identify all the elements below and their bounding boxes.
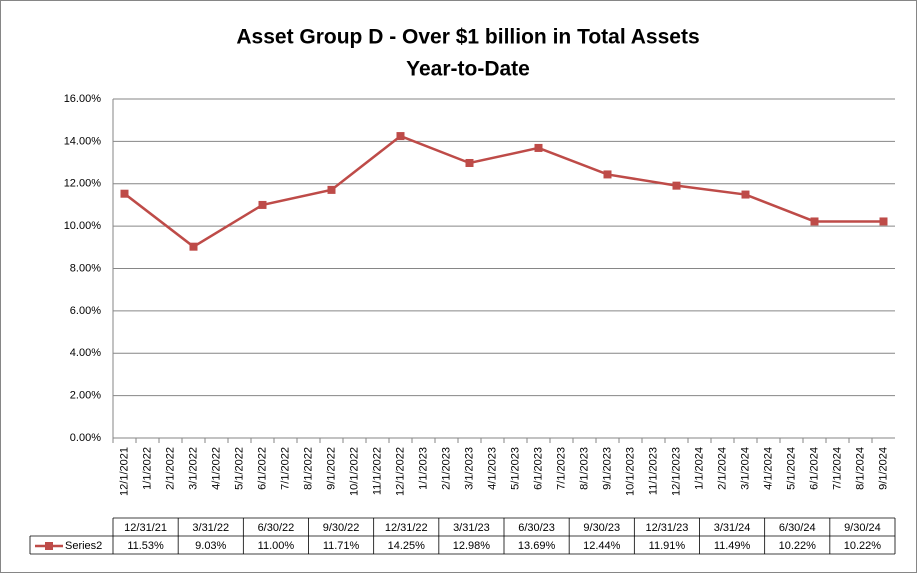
marker [534,143,543,152]
y-tick-label: 14.00% [64,135,102,147]
marker [672,181,681,190]
table-header: 12/31/23 [646,522,689,534]
x-tick-label: 9/1/2024 [877,447,889,490]
x-tick-label: 7/1/2023 [555,447,567,490]
x-tick-label: 4/1/2022 [210,447,222,490]
table-value: 11.71% [323,540,360,552]
marker [189,242,198,251]
x-tick-label: 12/1/2021 [118,447,130,496]
x-tick-label: 2/1/2022 [164,447,176,490]
x-tick-label: 1/1/2022 [141,447,153,490]
x-tick-label: 11/1/2023 [647,447,659,495]
marker [327,185,336,194]
y-tick-label: 10.00% [64,220,102,232]
y-tick-label: 4.00% [70,347,101,359]
legend-key-marker [45,542,53,550]
marker [810,217,819,226]
legend-label: Series2 [65,540,102,552]
table-header: 6/30/22 [258,522,295,534]
line [123,134,884,249]
table-value: 11.53% [127,540,164,552]
x-tick-label: 8/1/2023 [578,447,590,490]
y-tick-label: 2.00% [70,390,101,402]
x-tick-label: 10/1/2022 [348,447,360,496]
table-value: 11.00% [258,540,295,552]
table-header: 3/31/24 [714,522,751,534]
x-tick-label: 5/1/2024 [785,447,797,490]
x-tick-label: 1/1/2023 [417,447,429,490]
x-tick-label: 6/1/2023 [532,447,544,490]
table-header: 9/30/22 [323,522,360,534]
x-tick-label: 4/1/2024 [762,447,774,490]
x-tick-label: 10/1/2023 [624,447,636,496]
x-tick-label: 7/1/2022 [279,447,291,490]
y-tick-label: 0.00% [70,432,101,444]
y-tick-label: 16.00% [64,93,102,105]
table-value: 14.25% [388,540,426,552]
table-header: 9/30/24 [844,522,881,534]
chart-subtitle: Year-to-Date [406,58,530,81]
table-header: 12/31/21 [124,522,167,534]
y-tick-label: 12.00% [64,178,102,190]
marker [396,132,405,141]
table-value: 11.91% [649,540,686,552]
x-tick-label: 6/1/2024 [808,447,820,490]
x-tick-label: 2/1/2024 [716,447,728,490]
marker [120,189,129,198]
y-tick-label: 6.00% [70,305,101,317]
marker [879,217,888,226]
table-value: 9.03% [195,540,226,552]
x-tick-label: 7/1/2024 [831,447,843,490]
table-header: 12/31/22 [385,522,428,534]
table-value: 10.22% [779,540,817,552]
x-tick-label: 9/1/2022 [325,447,337,490]
table-value: 12.44% [583,540,621,552]
marker [465,158,474,167]
x-tick-label: 5/1/2023 [509,447,521,490]
x-tick-label: 5/1/2022 [233,447,245,490]
x-tick-label: 12/1/2023 [670,447,682,496]
y-tick-label: 8.00% [70,262,101,274]
x-tick-label: 4/1/2023 [486,447,498,490]
x-tick-label: 1/1/2024 [693,447,705,490]
table-value: 12.98% [453,540,491,552]
table-header: 6/30/23 [518,522,555,534]
marker [603,170,612,179]
x-tick-label: 8/1/2024 [854,447,866,490]
x-tick-label: 9/1/2023 [601,447,613,490]
x-tick-label: 3/1/2023 [463,447,475,490]
table-header: 3/31/23 [453,522,490,534]
x-tick-label: 12/1/2022 [394,447,406,496]
x-tick-label: 8/1/2022 [302,447,314,490]
table-value: 11.49% [714,540,751,552]
table-value: 10.22% [844,540,882,552]
table-header: 9/30/23 [583,522,620,534]
x-tick-label: 2/1/2023 [440,447,452,490]
x-tick-label: 3/1/2022 [187,447,199,490]
x-tick-label: 3/1/2024 [739,447,751,490]
x-tick-label: 11/1/2022 [371,447,383,495]
x-tick-label: 6/1/2022 [256,447,268,490]
table-value: 13.69% [518,540,556,552]
chart-title: Asset Group D - Over $1 billion in Total… [236,26,699,49]
marker [741,190,750,199]
table-header: 6/30/24 [779,522,816,534]
table-header: 3/31/22 [192,522,229,534]
marker [258,200,267,209]
